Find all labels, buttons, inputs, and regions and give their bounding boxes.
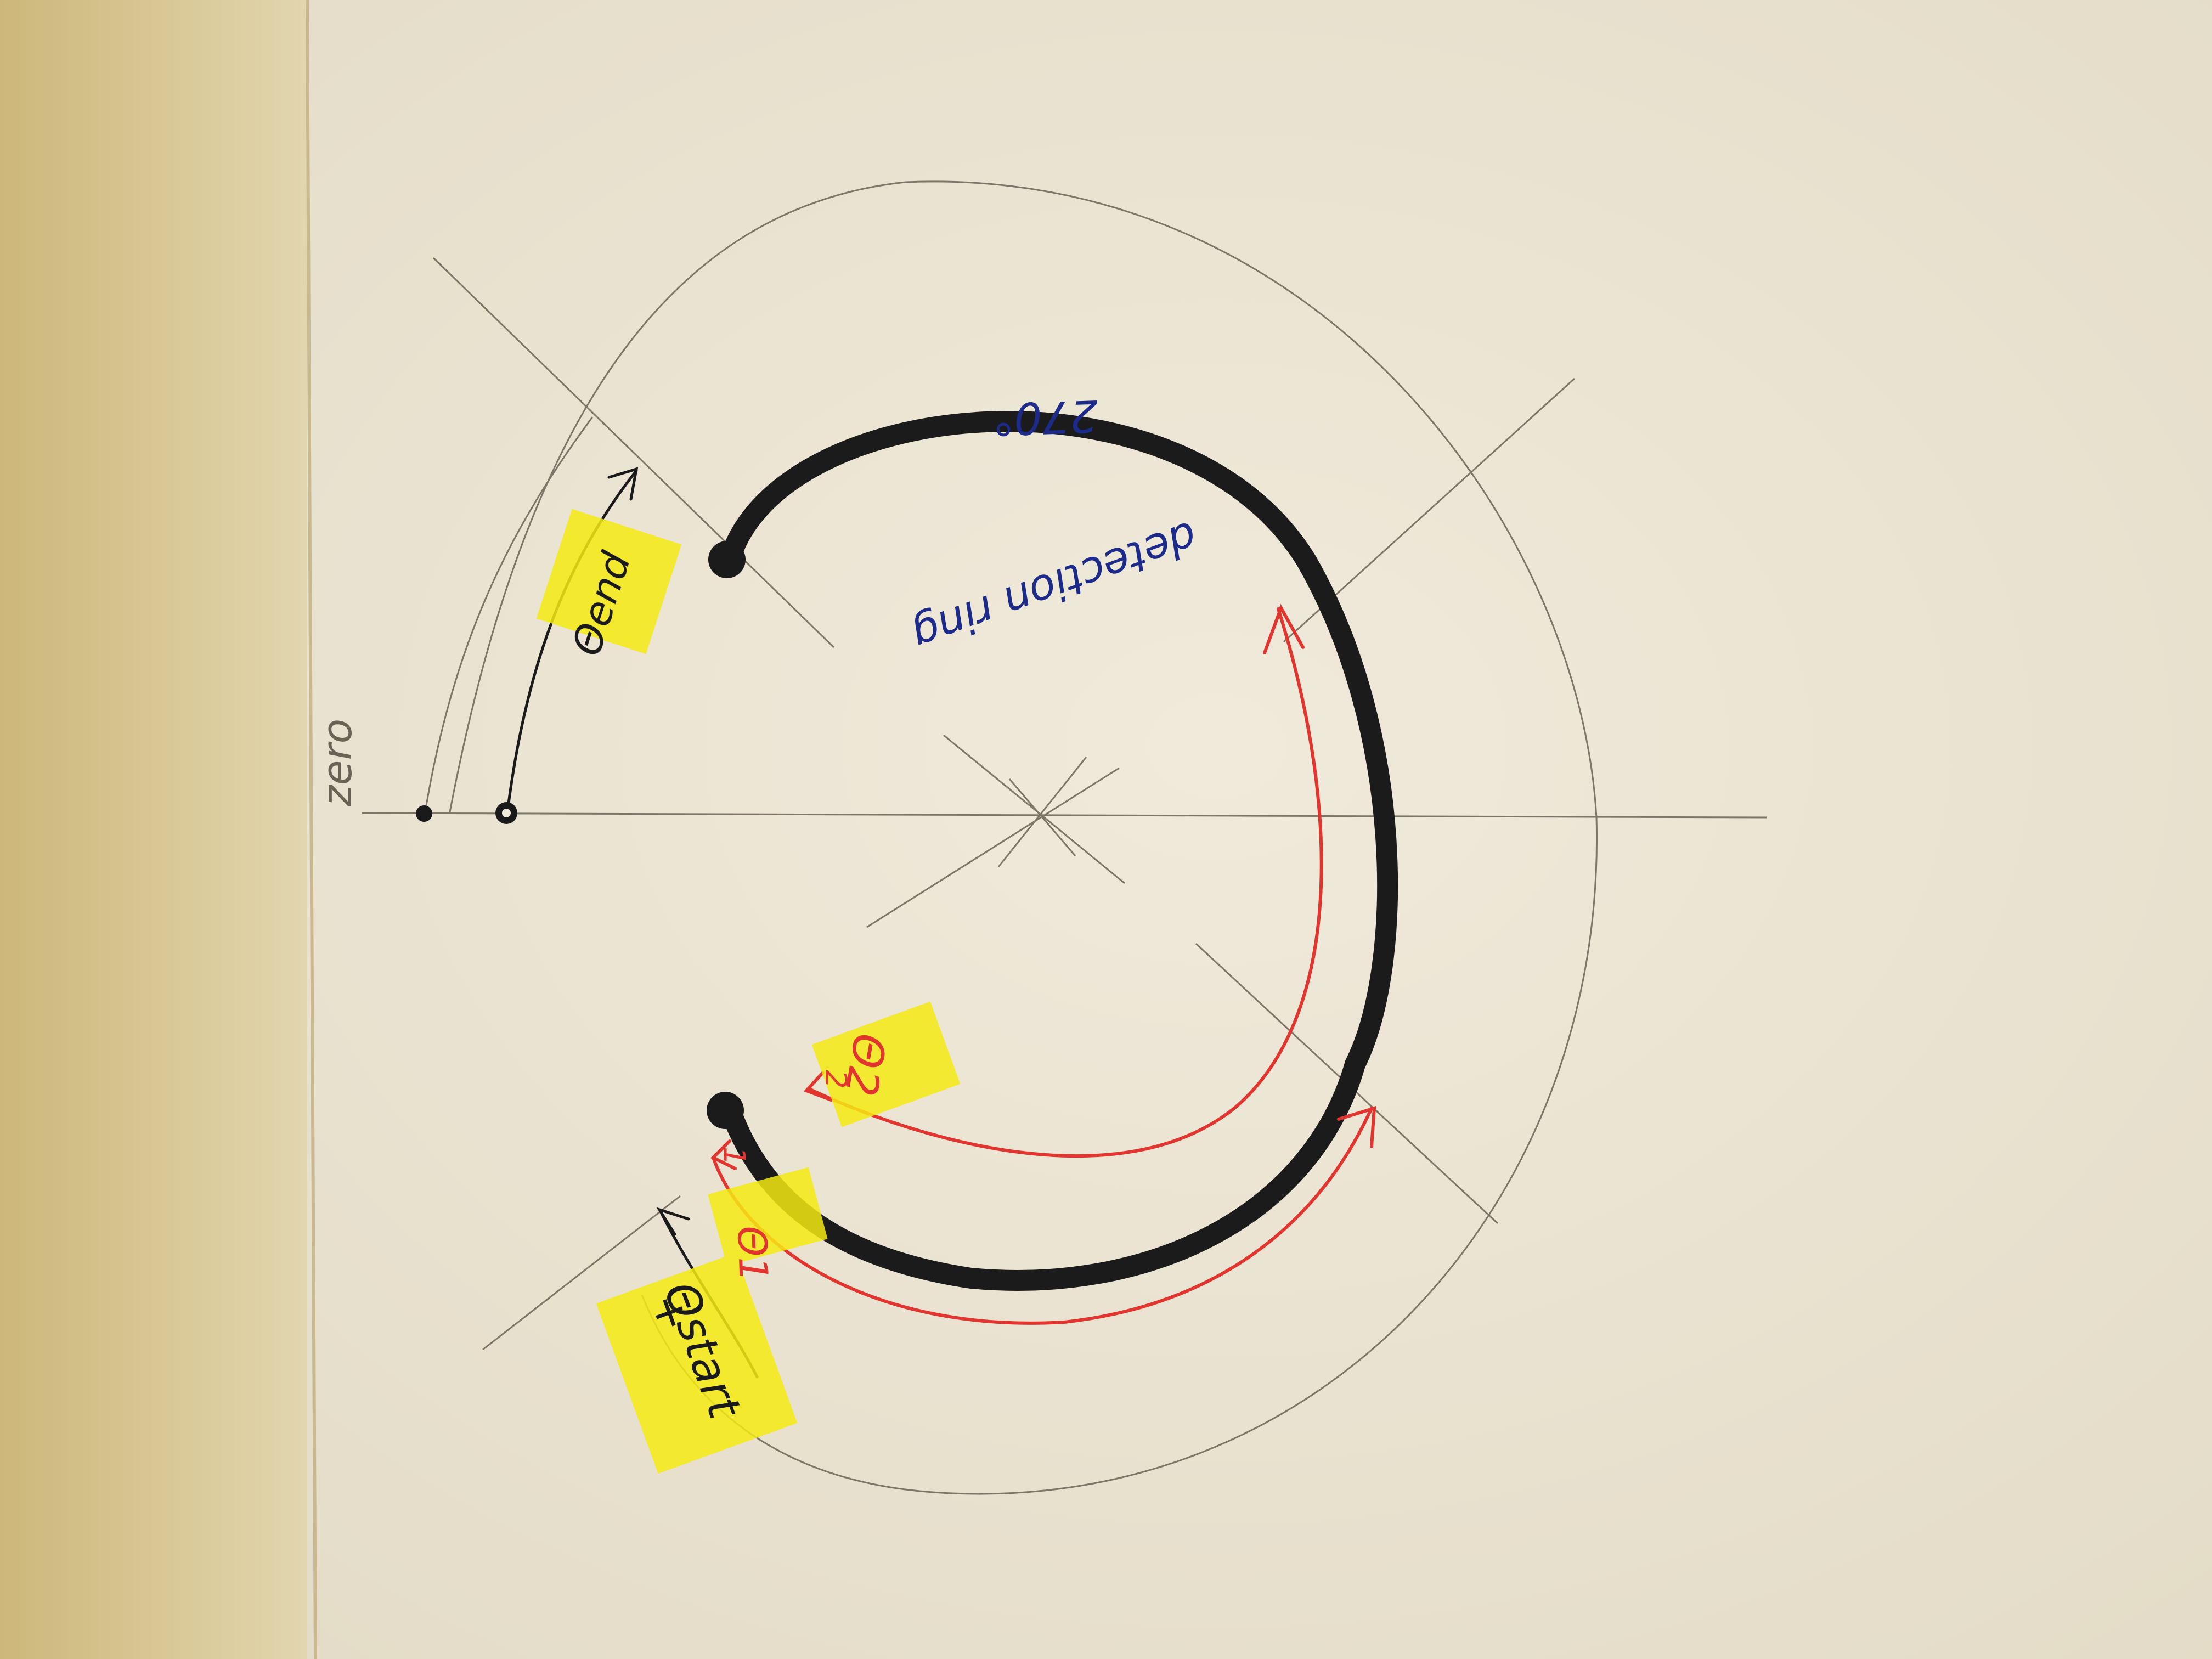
theta-end-dot-inner xyxy=(502,809,511,817)
theta-1-head-right xyxy=(1337,1105,1376,1148)
table-edge xyxy=(0,0,307,1659)
zero-ray xyxy=(424,416,594,812)
arrow-2-label: 2 xyxy=(819,1070,853,1088)
highlight-theta-start xyxy=(596,1252,798,1474)
detection-ring xyxy=(719,411,1398,1291)
ring-start-cap xyxy=(707,1092,744,1129)
zero-dot xyxy=(416,805,432,822)
theta-1-label: Θ1 xyxy=(729,1225,777,1283)
pencil-guides xyxy=(362,180,1767,1495)
zero-label: zero xyxy=(314,719,361,807)
diagonal-line-b-cont xyxy=(866,767,1120,928)
highlight-theta-end xyxy=(536,509,682,654)
theta-end-arrowhead xyxy=(607,467,639,501)
angle-label: 270° xyxy=(991,390,1099,445)
cross-mark-a xyxy=(997,757,1087,867)
theta-1-head-left xyxy=(710,1139,737,1170)
theta-2-head-top xyxy=(1263,603,1305,654)
cross-mark-b xyxy=(1008,778,1076,856)
horizontal-axis-line xyxy=(362,812,1767,819)
diagonal-line-d xyxy=(482,1195,681,1351)
outer-circle-left xyxy=(449,181,906,812)
diagonal-line-a xyxy=(432,257,835,648)
diagonal-line-a-cont xyxy=(943,734,1125,884)
theta-2-label: Θ2 xyxy=(835,1030,896,1100)
highlights xyxy=(536,509,961,1474)
paper-border xyxy=(306,0,317,1659)
theta-2-head-bottom xyxy=(803,1071,833,1102)
highlight-theta-2 xyxy=(811,1001,961,1127)
ring-end-cap xyxy=(708,541,746,578)
theta-2-arrow-path xyxy=(808,607,1323,1158)
highlight-theta-1 xyxy=(708,1167,828,1266)
outer-circle xyxy=(641,180,1598,1495)
arrow-1-label: 1 xyxy=(717,1147,752,1165)
